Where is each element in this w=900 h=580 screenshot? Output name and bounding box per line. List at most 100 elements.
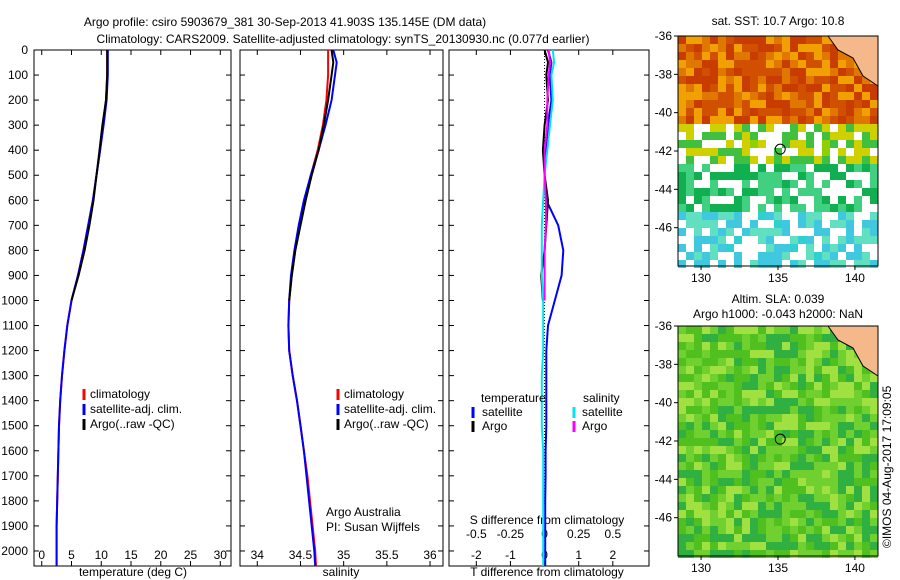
map-cell (854, 236, 862, 244)
map-cell (862, 494, 870, 502)
map-cell (798, 470, 806, 478)
map-cell (782, 422, 790, 430)
map-cell (838, 132, 846, 140)
map-cell (686, 430, 694, 438)
map-cell (838, 478, 846, 486)
map-cell (838, 462, 846, 470)
map-cell (822, 100, 830, 108)
map-cell (774, 414, 782, 422)
map-cell (710, 414, 718, 422)
map-cell (734, 358, 742, 366)
map-cell (846, 140, 854, 148)
map-cell (694, 228, 702, 236)
map-cell (854, 382, 862, 390)
map-cell (774, 430, 782, 438)
map-cell (806, 204, 814, 212)
map-cell (798, 172, 806, 180)
map-cell (870, 478, 878, 486)
map-cell (806, 406, 814, 414)
map-cell (750, 478, 758, 486)
map-cell (774, 260, 782, 268)
map-cell (718, 438, 726, 446)
map-cell (790, 326, 798, 334)
map-cell (814, 92, 822, 100)
map-cell (726, 526, 734, 534)
map-cell (710, 486, 718, 494)
map-cell (806, 430, 814, 438)
map-cell (678, 550, 686, 558)
map-cell (686, 124, 694, 132)
map-cell (846, 374, 854, 382)
map-cell (702, 260, 710, 268)
map-cell (742, 430, 750, 438)
map-cell (758, 534, 766, 542)
map-cell (854, 156, 862, 164)
map-cell (814, 414, 822, 422)
map-cell (678, 204, 686, 212)
map-cell (774, 438, 782, 446)
map-cell (702, 414, 710, 422)
map-cell (750, 350, 758, 358)
map-cell (726, 116, 734, 124)
map-cell (830, 518, 838, 526)
map-cell (838, 342, 846, 350)
map-cell (758, 406, 766, 414)
map-cell (766, 164, 774, 172)
map-cell (854, 260, 862, 268)
map-cell (726, 172, 734, 180)
lat-tick-label: -36 (655, 29, 673, 43)
map-cell (838, 454, 846, 462)
map-cell (718, 358, 726, 366)
map-cell (814, 204, 822, 212)
depth-tick-label: 1900 (1, 519, 28, 533)
map-cell (758, 366, 766, 374)
map-cell (822, 366, 830, 374)
map-cell (822, 542, 830, 550)
map-cell (806, 382, 814, 390)
map-cell (830, 156, 838, 164)
map-cell (854, 244, 862, 252)
map-cell (806, 228, 814, 236)
map-cell (774, 140, 782, 148)
map-cell (758, 502, 766, 510)
map-cell (758, 260, 766, 268)
map-cell (710, 398, 718, 406)
map-cell (790, 470, 798, 478)
map-cell (782, 196, 790, 204)
map-cell (846, 438, 854, 446)
map-cell (806, 342, 814, 350)
map-cell (798, 52, 806, 60)
map-cell (758, 172, 766, 180)
map-cell (702, 220, 710, 228)
map-cell (702, 116, 710, 124)
map-cell (830, 260, 838, 268)
map-cell (702, 350, 710, 358)
map-cell (822, 180, 830, 188)
map-cell (734, 84, 742, 92)
map-cell (854, 92, 862, 100)
map-cell (750, 44, 758, 52)
map-cell (790, 374, 798, 382)
map-cell (806, 236, 814, 244)
map-cell (830, 446, 838, 454)
map-cell (782, 100, 790, 108)
map-cell (790, 446, 798, 454)
map-cell (870, 244, 878, 252)
map-cell (822, 252, 830, 260)
map-cell (774, 212, 782, 220)
map-cell (750, 526, 758, 534)
map-cell (726, 358, 734, 366)
map-cell (798, 244, 806, 252)
map-cell (726, 502, 734, 510)
map-cell (806, 180, 814, 188)
map-cell (766, 334, 774, 342)
map-cell (838, 414, 846, 422)
map-cell (862, 534, 870, 542)
map-cell (718, 406, 726, 414)
map-cell (750, 212, 758, 220)
map-cell (718, 116, 726, 124)
map-cell (726, 156, 734, 164)
map-cell (806, 124, 814, 132)
map-cell (806, 52, 814, 60)
map-cell (734, 366, 742, 374)
